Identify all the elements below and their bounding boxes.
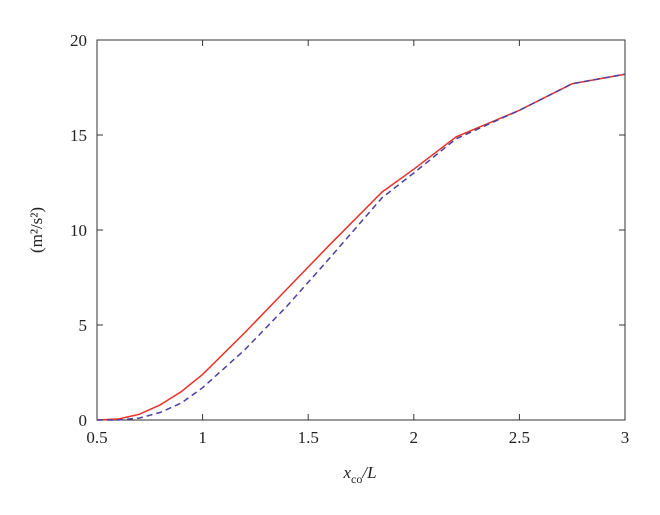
series-line [96, 73, 626, 421]
x-axis-label: xco/L [342, 463, 376, 486]
x-tick-label: 2 [410, 428, 419, 447]
y-axis-label: (m²/s²) [27, 207, 46, 253]
y-tick-label: 10 [70, 221, 87, 240]
y-tick-label: 15 [70, 126, 87, 145]
y-tick-label: 5 [79, 316, 88, 335]
x-tick-label: 1 [198, 428, 207, 447]
x-tick-label: 2.5 [509, 428, 530, 447]
x-label-base: x [342, 463, 351, 482]
x-label-sub: co [351, 472, 362, 486]
y-tick-label: 0 [79, 411, 88, 430]
x-tick-label: 0.5 [86, 428, 107, 447]
y-tick-label: 20 [70, 31, 87, 50]
x-tick-label: 3 [621, 428, 630, 447]
x-tick-label: 1.5 [298, 428, 319, 447]
series-line [97, 73, 626, 421]
x-label-rest: /L [361, 463, 376, 482]
